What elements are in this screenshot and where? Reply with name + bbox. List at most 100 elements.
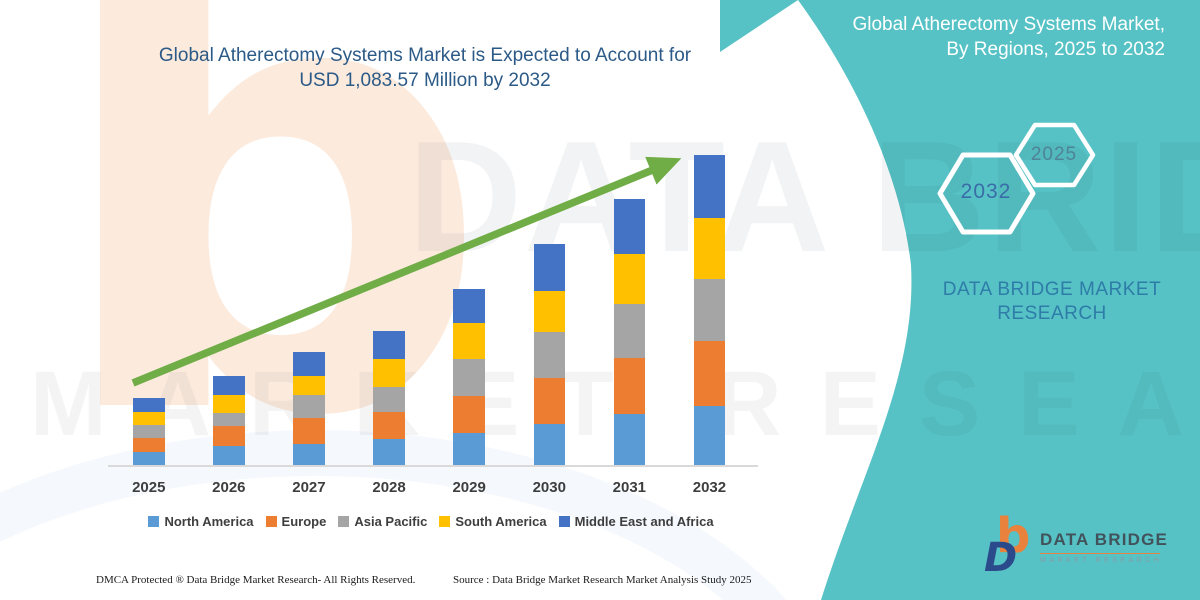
bar-segment [453,322,485,360]
bar-segment [613,304,646,359]
chart-title-line2: USD 1,083.57 Million by 2032 [299,70,551,91]
hexagon-2025-icon [1013,122,1096,188]
bar-segment [613,414,646,465]
bar-segment [693,278,726,342]
legend-label: North America [164,514,254,529]
chart-title-line1: Global Atherectomy Systems Market is Exp… [158,45,692,66]
bar-segment [133,411,165,426]
stacked-bar-2025 [133,398,165,465]
bar-segment [533,291,565,332]
bar-segment [533,424,565,465]
footer-source: Source : Data Bridge Market Research Mar… [453,574,752,586]
hexagon-2032-label: 2032 [960,180,1012,203]
legend-swatch-icon [558,516,570,527]
side-panel-title-line2: By Regions, 2025 to 2032 [946,39,1165,60]
x-axis-line [108,465,758,467]
bar-segment [613,358,646,415]
logo-name: DATA BRIDGE [1040,530,1169,549]
legend-swatch-icon [265,516,277,527]
stacked-bar-2031 [613,199,646,465]
bar-segment [373,387,405,413]
bar-segment [693,218,726,279]
footer-dmca: DMCA Protected ® Data Bridge Market Rese… [96,574,416,586]
logo-d-glyph-icon: D [984,535,1018,581]
bar-segment [293,375,325,396]
legend-swatch-icon [338,516,350,527]
bar-segment [693,406,726,465]
legend-label: Asia Pacific [354,514,428,529]
bar-segment [133,398,165,412]
legend-item: Middle East and Africa [558,514,714,529]
brand-text-line2: RESEARCH [997,303,1107,324]
hexagon-2025-label: 2025 [1030,144,1078,165]
bar-segment [373,358,405,388]
legend-swatch-icon [439,516,451,527]
bar-segment [213,425,245,446]
chart-legend: North America Europe Asia Pacific South Ame… [95,514,767,529]
bar-segment [133,452,165,465]
bar-segment [453,432,485,465]
stacked-bar-2028 [373,330,405,465]
logo-subtitle: MARKET RESEARCH [1040,557,1163,564]
bar-segment [693,341,726,407]
bar-segment [453,288,485,323]
bar-segment [613,199,646,255]
x-axis-label: 2029 [452,479,486,496]
side-panel-title-line1: Global Atherectomy Systems Market, [852,14,1165,35]
brand-text: DATA BRIDGE MARKET RESEARCH [922,278,1182,326]
bar-segment [293,352,325,376]
legend-item: South America [439,514,547,529]
bar-segment [373,438,405,465]
legend-label: Europe [281,514,327,529]
stacked-bar-2029 [453,288,485,465]
bar-segment [533,331,565,378]
logo-b-glyph-icon: b [996,508,1031,564]
bar-segment [613,254,646,305]
stacked-bar-2030 [533,244,565,465]
watermark-logo-b: b [48,0,492,552]
x-axis-label: 2027 [292,479,326,496]
x-axis-label: 2028 [372,479,406,496]
x-axis-label: 2032 [692,479,727,496]
x-axis-label: 2026 [212,479,246,496]
bar-segment [693,155,726,219]
legend-item: Asia Pacific [338,514,427,529]
hexagon-2032-icon [937,152,1036,235]
bar-segment [133,425,165,438]
stacked-bar-2032 [693,155,726,465]
logo-divider [1040,553,1160,554]
bar-segment [533,244,565,292]
legend-label: Middle East and Africa [574,514,714,529]
bar-segment [533,377,565,425]
bar-segment [293,395,325,419]
brand-text-line1: DATA BRIDGE MARKET [942,279,1162,300]
x-axis-label: 2031 [612,479,647,496]
bar-segment [293,418,325,445]
bar-segment [373,330,405,359]
bar-segment [213,375,245,396]
company-logo: b D DATA BRIDGE MARKET RESEARCH [982,512,1182,594]
bar-segment [213,413,245,426]
x-axis-label: 2030 [532,479,566,496]
bar-segment [293,444,325,465]
legend-swatch-icon [148,516,160,527]
chart-title: Global Atherectomy Systems Market is Exp… [85,43,765,93]
stacked-bar-2027 [293,352,325,465]
bar-segment [213,445,245,465]
x-axis-label: 2025 [132,479,166,496]
bar-segment [373,412,405,439]
legend-label: South America [455,514,547,529]
side-panel-title: Global Atherectomy Systems Market, By Re… [805,12,1165,62]
legend-item: North America [148,514,254,529]
bar-segment [453,359,485,397]
stacked-bar-2026 [213,375,245,465]
bar-segment [133,437,165,453]
legend-item: Europe [265,514,327,529]
bar-segment [453,396,485,433]
